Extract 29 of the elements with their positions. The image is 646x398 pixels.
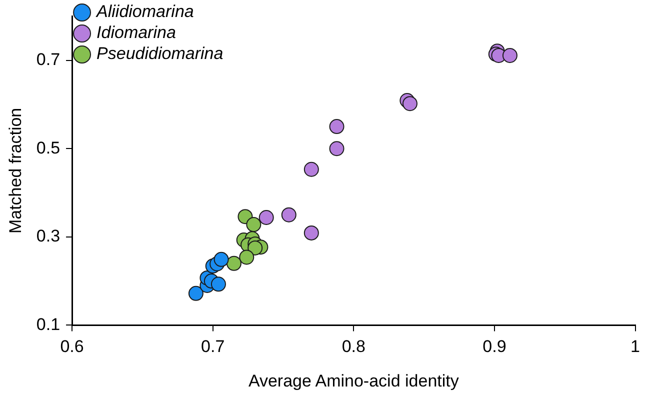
x-tick-label: 0.8 [342, 337, 366, 356]
x-tick-label: 0.7 [201, 337, 225, 356]
point [402, 96, 418, 112]
point [188, 286, 204, 301]
y-tick-label: 0.1 [36, 314, 60, 334]
y-tick-label: 0.7 [36, 50, 60, 70]
point [329, 119, 344, 134]
point [304, 225, 319, 240]
y-tick-label: 0.3 [36, 226, 60, 246]
legend-label: Pseudidiomarina [96, 44, 224, 64]
point [246, 217, 262, 232]
point [226, 256, 242, 271]
point [304, 162, 319, 177]
x-axis-title: Average Amino-acid identity [248, 371, 460, 390]
x-tick-label: 0.9 [482, 337, 506, 356]
legend-label: Aliidiomarina [96, 2, 194, 22]
point [214, 252, 229, 267]
point [239, 250, 254, 265]
point [281, 207, 296, 222]
legend-label: Idiomarina [96, 23, 176, 42]
y-axis-title: Matched fraction [6, 108, 25, 234]
point [329, 141, 344, 156]
point [258, 210, 274, 225]
point [502, 48, 518, 63]
y-tick-label: 0.5 [36, 138, 60, 158]
x-tick-label: 1 [630, 337, 640, 356]
x-tick-label: 0.6 [60, 337, 84, 356]
point [248, 240, 263, 256]
point [210, 276, 226, 292]
